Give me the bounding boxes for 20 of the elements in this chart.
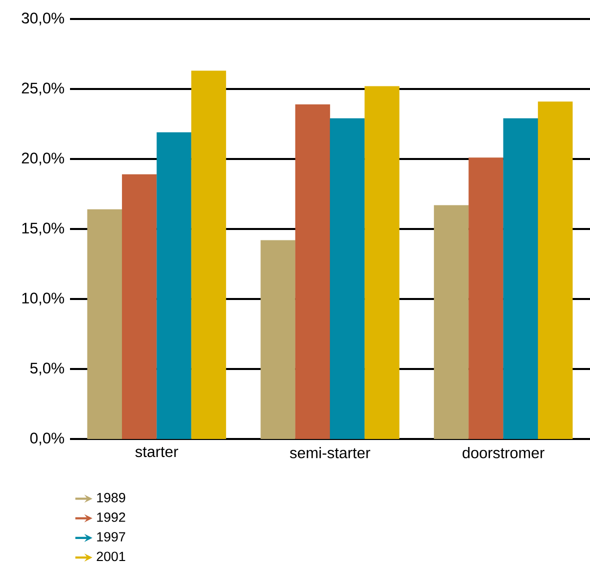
x-tick-label: doorstromer: [462, 447, 544, 458]
bar: [87, 209, 122, 439]
y-tick-label: 10,0%: [22, 292, 64, 306]
bar: [364, 86, 400, 439]
bar: [538, 102, 573, 439]
legend-label: 1992: [97, 512, 126, 522]
y-tick-label: 15,0%: [22, 222, 64, 236]
y-tick-label: 20,0%: [22, 152, 64, 166]
legend-label: 1989: [97, 492, 126, 502]
x-tick-label: semi-starter: [290, 447, 370, 458]
bar: [434, 205, 469, 439]
bar: [260, 240, 296, 439]
y-tick-label: 5,0%: [30, 362, 64, 376]
legend-label: 1997: [97, 532, 126, 542]
x-tick-label: starter: [135, 447, 178, 458]
y-tick-label: 0,0%: [30, 432, 64, 446]
bar: [191, 70, 226, 439]
legend-label: 2001: [96, 552, 126, 562]
y-tick-label: 30,0%: [22, 12, 64, 26]
y-tick-label: 25,0%: [22, 82, 64, 96]
